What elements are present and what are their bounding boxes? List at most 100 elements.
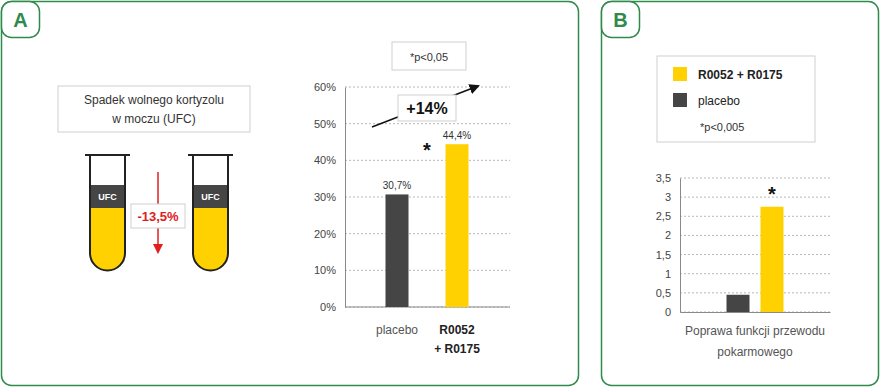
panel-tab [2, 2, 40, 38]
legend-label: placebo [698, 94, 740, 108]
note-box [392, 42, 466, 70]
grid-line [680, 292, 830, 293]
tube-outline [193, 155, 228, 271]
y-tick: 0% [320, 301, 345, 313]
grid [345, 87, 510, 307]
y-tick-label: 0,5 [656, 287, 671, 299]
y-tick: 1,5 [656, 249, 680, 261]
label-box [58, 86, 250, 132]
grid-line [680, 254, 830, 255]
panel-title: A [13, 9, 27, 31]
y-tick: 50% [314, 118, 345, 130]
difference-box [398, 95, 456, 121]
legend-swatch [673, 93, 687, 107]
illustration: Spadek wolnego kortyzoluw moczu (UFC)UFC… [58, 86, 250, 271]
note: *p<0,005 [700, 121, 744, 133]
y-tick: 3,5 [656, 172, 680, 184]
difference-label: +14% [406, 100, 447, 117]
x-axis-line [681, 312, 831, 313]
y-tick: 0 [665, 306, 680, 318]
note: *p<0,05 [410, 51, 448, 63]
y-tick: 60% [314, 81, 345, 93]
bar [727, 295, 750, 312]
grid [680, 178, 830, 312]
grid-line [345, 197, 510, 198]
data-label: 30,7% [383, 180, 411, 191]
tube-liquid [90, 208, 125, 271]
y-axis-line [680, 179, 681, 313]
grid-line [680, 178, 830, 179]
x-axis-title-line: pokarmowego [717, 345, 793, 359]
significance-mark: * [768, 183, 776, 205]
y-tick-label: 1 [665, 268, 671, 280]
significance-mark: * [423, 139, 431, 161]
y-tick-label: 30% [314, 191, 336, 203]
y-axis-line [345, 88, 346, 308]
illustration-label: Spadek wolnego kortyzolu [84, 93, 224, 107]
y-tick: 10% [314, 264, 345, 276]
y-tick-label: 2 [665, 229, 671, 241]
y-axis: 0% 10% 20% 30% 40% 50% 60% [314, 81, 346, 313]
y-tick: 3 [665, 191, 680, 203]
y-tick-label: 3,5 [656, 172, 671, 184]
x-axis-line [345, 307, 510, 308]
legend-label: R0052 + R0175 [698, 68, 783, 82]
grid-line [345, 123, 510, 124]
grid-line [680, 235, 830, 236]
figure: A B Spadek wolnego kortyzoluw moczu (UFC)U… [0, 0, 880, 388]
tube-band [90, 185, 125, 208]
bar [761, 207, 784, 312]
x-axis [681, 312, 831, 314]
x-axis-title: Poprawa funkcji przewodu pokarmowego [685, 324, 825, 359]
y-tick-label: 0% [320, 301, 336, 313]
y-tick-label: 60% [314, 81, 336, 93]
tube-label: UFC [98, 192, 117, 202]
tube-rim [188, 154, 233, 156]
y-tick-label: 20% [314, 228, 336, 240]
test-tube: UFC [188, 155, 233, 271]
grid-line [680, 312, 830, 313]
grid-line [345, 307, 510, 308]
grid-line [345, 270, 510, 271]
y-tick-label: 40% [314, 154, 336, 166]
y-tick: 40% [314, 154, 345, 166]
data-label: 44,4% [443, 130, 471, 141]
panel-frame [602, 2, 879, 386]
y-tick-label: 0 [665, 306, 671, 318]
x-tick-label-line: + R0175 [434, 342, 480, 356]
y-tick: 30% [314, 191, 345, 203]
tube-liquid [193, 208, 228, 271]
y-tick-label: 1,5 [656, 249, 671, 261]
change-label: -13,5% [137, 209, 179, 224]
bars [386, 144, 469, 307]
y-tick-label: 50% [314, 118, 336, 130]
panel-frame [2, 2, 579, 386]
tube-outline [90, 155, 125, 271]
x-tick-label: placebo [376, 323, 418, 337]
panel-title: B [613, 9, 627, 31]
grid-line [680, 197, 830, 198]
grid-line [680, 273, 830, 274]
x-axis-title-line: Poprawa funkcji przewodu [685, 324, 825, 338]
y-tick: 2,5 [656, 210, 680, 222]
bars [727, 207, 784, 312]
panel-tab [602, 2, 640, 38]
y-tick-label: 10% [314, 264, 336, 276]
change-box [131, 204, 185, 228]
y-tick: 0,5 [656, 287, 680, 299]
difference-arrow [372, 86, 478, 127]
grid-line [345, 233, 510, 234]
x-tick-label-line: R0052 [439, 323, 475, 337]
grid-line [345, 87, 510, 88]
x-tick-label: R0052 + R0175 [434, 323, 480, 356]
y-tick-label: 3 [665, 191, 671, 203]
bar [446, 144, 469, 307]
tube-band [193, 185, 228, 208]
bar [386, 194, 409, 307]
test-tube: UFC [85, 155, 130, 271]
tube-rim [85, 154, 130, 156]
y-tick: 1 [665, 268, 680, 280]
x-tick-label-line: placebo [376, 323, 418, 337]
y-tick-label: 2,5 [656, 210, 671, 222]
y-tick: 20% [314, 228, 345, 240]
